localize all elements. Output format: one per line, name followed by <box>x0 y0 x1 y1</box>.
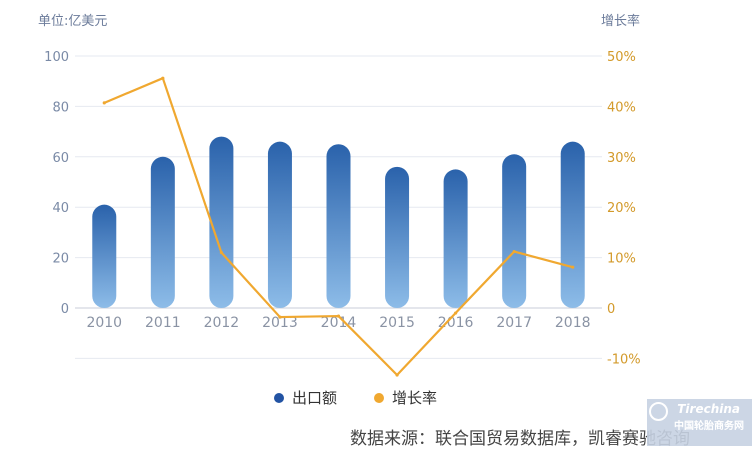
bar-2017 <box>502 154 527 308</box>
legend-item-export: 出口额 <box>274 387 337 408</box>
bar-2013 <box>267 141 292 308</box>
watermark-logo-icon <box>649 402 668 421</box>
unit-left-label: 单位:亿美元 <box>38 14 108 29</box>
bar-2018 <box>560 141 585 308</box>
x-tick-2010: 2010 <box>86 315 122 331</box>
growth-point-2017 <box>512 249 516 254</box>
bar-2015 <box>385 166 410 308</box>
unit-right-label: 增长率 <box>600 14 640 29</box>
legend: 出口额 增长率 <box>0 387 752 409</box>
x-tick-2014: 2014 <box>321 315 357 331</box>
y-left-tick-4: 80 <box>52 100 69 115</box>
x-tick-2016: 2016 <box>438 315 474 331</box>
y-left-tick-5: 100 <box>44 50 69 65</box>
data-source-note: 数据来源：联合国贸易数据库，凯睿赛驰咨询 <box>350 429 690 449</box>
bar-2010 <box>92 204 117 308</box>
y-right-tick-0: -10% <box>607 352 641 367</box>
x-tick-2013: 2013 <box>262 315 298 331</box>
y-left-tick-2: 40 <box>52 201 69 216</box>
x-tick-2017: 2017 <box>496 315 532 331</box>
watermark-logo: Tirechina <box>677 402 740 416</box>
y-left-tick-1: 20 <box>52 252 69 267</box>
y-left-tick-3: 60 <box>52 151 69 166</box>
growth-point-2013 <box>278 315 282 319</box>
x-tick-2011: 2011 <box>145 315 181 331</box>
growth-point-2015 <box>395 373 399 377</box>
x-tick-2012: 2012 <box>204 315 240 331</box>
watermark-subtitle: 中国轮胎商务网 <box>674 421 744 432</box>
y-left-tick-0: 0 <box>61 302 69 317</box>
growth-point-2014 <box>336 314 341 318</box>
y-right-tick-2: 10% <box>607 252 636 267</box>
bar-2016 <box>443 169 468 308</box>
legend-label-export: 出口额 <box>292 389 338 407</box>
growth-point-2018 <box>571 265 575 269</box>
y-right-tick-6: 50% <box>607 50 636 65</box>
y-right-tick-1: 0 <box>607 302 615 317</box>
y-right-tick-5: 40% <box>607 100 636 115</box>
bar-2014 <box>326 144 351 308</box>
legend-dot-export <box>274 392 284 403</box>
legend-item-growth: 增长率 <box>374 387 437 408</box>
bar-2012 <box>209 136 234 308</box>
x-tick-2015: 2015 <box>379 315 415 331</box>
legend-dot-growth <box>374 392 384 403</box>
growth-point-2011 <box>161 76 165 80</box>
growth-point-2012 <box>219 250 223 255</box>
growth-point-2016 <box>454 311 458 315</box>
y-right-tick-3: 20% <box>607 201 636 216</box>
y-right-tick-4: 30% <box>607 151 636 166</box>
legend-label-growth: 增长率 <box>392 389 438 407</box>
x-tick-2018: 2018 <box>555 315 591 331</box>
bar-2011 <box>150 156 175 308</box>
growth-point-2010 <box>102 101 106 105</box>
